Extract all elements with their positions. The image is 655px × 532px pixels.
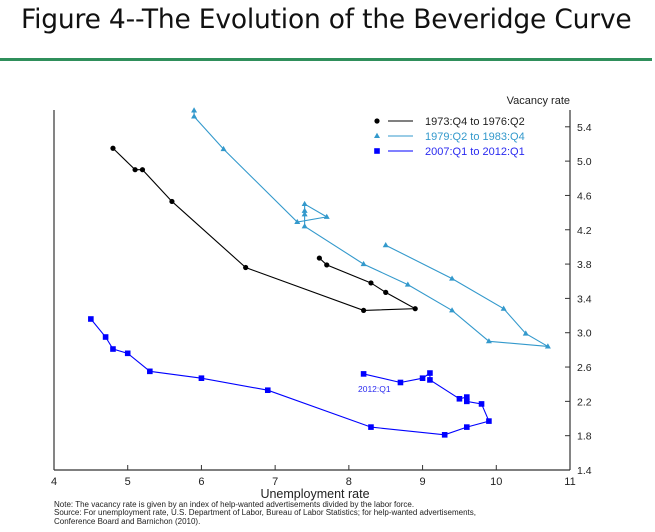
data-point-series-0 xyxy=(132,167,138,173)
data-point-series-2 xyxy=(419,375,426,381)
y-tick-label: 1.4 xyxy=(577,465,592,477)
data-point-series-2 xyxy=(102,334,109,340)
series-line-0 xyxy=(112,147,418,311)
data-point-series-2 xyxy=(124,350,131,357)
y-tick-label: 5.0 xyxy=(577,156,592,168)
data-point-series-1 xyxy=(191,107,198,113)
y-tick-label: 3.8 xyxy=(577,259,592,271)
data-point-series-2 xyxy=(110,346,116,352)
data-point-series-2 xyxy=(397,379,404,386)
data-point-series-1 xyxy=(301,200,308,207)
data-point-series-2 xyxy=(456,395,463,402)
data-point-series-1 xyxy=(220,145,227,152)
data-point-series-1 xyxy=(449,307,456,313)
data-point-series-2 xyxy=(88,316,94,322)
legend-label-0: 1973:Q4 to 1976:Q2 xyxy=(425,116,525,128)
y-tick-label: 3.0 xyxy=(577,328,592,340)
legend-marker-2 xyxy=(374,148,380,154)
data-point-series-0 xyxy=(412,306,418,312)
series-line-1 xyxy=(193,110,549,347)
y-tick-label: 4.6 xyxy=(577,190,592,202)
legend-marker-1 xyxy=(374,132,380,138)
data-point-series-1 xyxy=(301,211,308,217)
data-point-series-2 xyxy=(464,424,470,430)
chart-notes: Note: The vacancy rate is given by an in… xyxy=(54,500,476,526)
data-point-series-1 xyxy=(191,113,198,119)
y-axis-title: Vacancy rate xyxy=(507,95,570,107)
x-axis-title: Unemployment rate xyxy=(260,487,369,501)
data-point-series-0 xyxy=(169,198,175,205)
title-divider xyxy=(0,58,652,61)
data-point-series-2 xyxy=(478,401,485,407)
note-line: Note: The vacancy rate is given by an in… xyxy=(54,500,415,509)
data-point-series-0 xyxy=(361,307,367,314)
x-tick-label: 6 xyxy=(198,476,204,488)
data-point-series-2 xyxy=(464,394,470,400)
x-tick-label: 7 xyxy=(272,476,278,488)
data-point-series-1 xyxy=(500,305,507,311)
data-point-series-0 xyxy=(324,262,330,268)
data-point-series-2 xyxy=(427,377,433,383)
slide-title: Figure 4--The Evolution of the Beveridge… xyxy=(21,4,632,35)
data-point-series-2 xyxy=(464,398,470,405)
data-point-series-1 xyxy=(301,207,308,213)
y-tick-label: 3.4 xyxy=(577,293,592,305)
x-tick-label: 5 xyxy=(125,476,131,488)
legend-label-1: 1979:Q2 to 1983:Q4 xyxy=(425,131,525,143)
data-point-series-1 xyxy=(382,242,389,248)
data-point-series-1 xyxy=(360,260,367,267)
y-tick-label: 2.2 xyxy=(577,396,592,408)
y-tick-label: 4.2 xyxy=(577,225,592,237)
data-point-series-2 xyxy=(360,371,367,377)
x-tick-label: 8 xyxy=(346,476,352,488)
series-line-2 xyxy=(90,318,490,436)
data-point-series-0 xyxy=(110,145,116,151)
data-point-series-2 xyxy=(368,424,374,430)
source-line: Source: For unemployment rate, U.S. Depa… xyxy=(54,508,476,518)
data-point-series-2 xyxy=(486,418,492,424)
data-point-series-1 xyxy=(485,338,492,344)
source-line-continued: Conference Board and Barnichon (2010). xyxy=(54,516,201,526)
data-point-series-0 xyxy=(368,280,374,286)
data-point-series-0 xyxy=(316,255,322,261)
data-point-series-0 xyxy=(243,264,249,271)
y-tick-label: 1.8 xyxy=(577,431,592,443)
y-tick-label: 5.4 xyxy=(577,122,592,134)
data-point-series-1 xyxy=(301,223,308,229)
annotation-2012-q1: 2012:Q1 xyxy=(358,384,391,394)
data-point-series-1 xyxy=(522,330,529,336)
data-point-series-2 xyxy=(147,368,153,375)
y-tick-label: 2.6 xyxy=(577,362,592,374)
data-point-series-1 xyxy=(404,281,411,287)
data-point-series-1 xyxy=(544,343,551,349)
data-point-series-2 xyxy=(198,375,205,381)
x-tick-label: 11 xyxy=(564,476,575,488)
data-point-series-0 xyxy=(383,289,389,295)
x-tick-label: 4 xyxy=(51,476,57,488)
x-tick-label: 10 xyxy=(490,476,502,488)
data-point-series-2 xyxy=(264,387,271,394)
data-point-series-1 xyxy=(294,218,301,225)
legend-marker-0 xyxy=(374,118,380,124)
data-point-series-2 xyxy=(427,370,433,376)
x-tick-label: 9 xyxy=(420,476,426,488)
data-point-series-0 xyxy=(139,167,146,173)
data-point-series-1 xyxy=(449,275,456,281)
data-point-series-1 xyxy=(323,213,330,219)
legend-label-2: 2007:Q1 to 2012:Q1 xyxy=(425,146,525,158)
data-point-series-2 xyxy=(441,432,448,438)
